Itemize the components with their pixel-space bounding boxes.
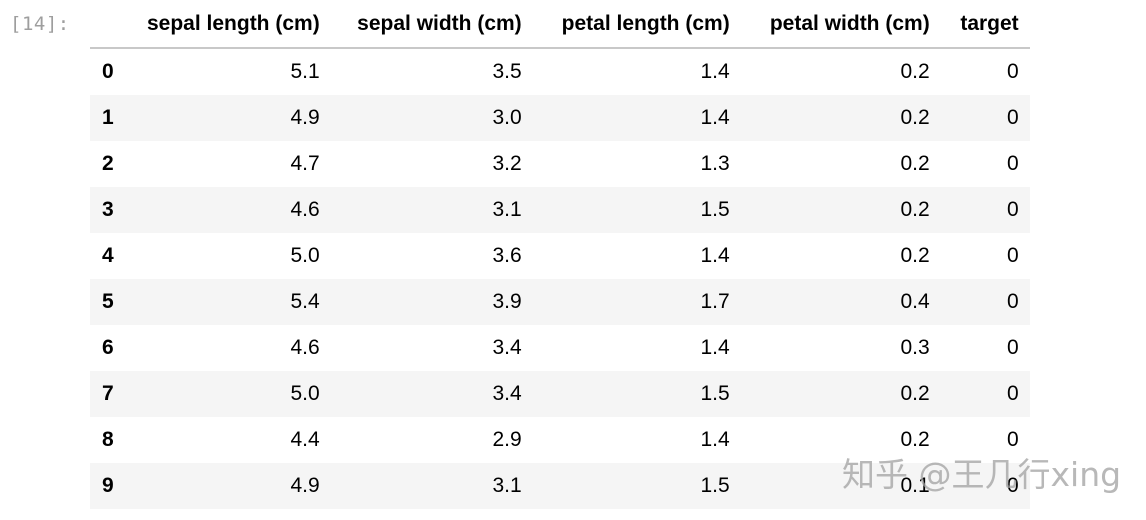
cell-petal-length: 1.4 bbox=[700, 336, 730, 359]
column-header-petal-length: petal length (cm) bbox=[532, 0, 741, 49]
cell-petal-length: 1.5 bbox=[700, 474, 730, 497]
cell-sepal-length: 5.1 bbox=[290, 60, 320, 83]
cell-sepal-width: 3.1 bbox=[492, 474, 522, 497]
column-header-sepal-width: sepal width (cm) bbox=[330, 0, 533, 49]
cell-target: 0 bbox=[1007, 336, 1019, 359]
column-header-target: target bbox=[940, 0, 1030, 49]
table-row: 5 5.4 3.9 1.7 0.4 0 bbox=[90, 279, 1030, 325]
cell-output: sepal length (cm) sepal width (cm) petal… bbox=[90, 0, 1030, 509]
table-body: 0 5.1 3.5 1.4 0.2 0 1 4.9 3.0 1.4 0.2 0 2 4.7 3.2 1.3 0.… bbox=[90, 48, 1030, 509]
cell-sepal-length: 5.4 bbox=[290, 290, 320, 313]
cell-target: 0 bbox=[1007, 152, 1019, 175]
cell-sepal-width: 3.0 bbox=[492, 106, 522, 129]
cell-petal-length: 1.4 bbox=[700, 428, 730, 451]
cell-target: 0 bbox=[1007, 428, 1019, 451]
cell-petal-length: 1.5 bbox=[700, 382, 730, 405]
cell-petal-width: 0.1 bbox=[900, 474, 930, 497]
index-header bbox=[90, 0, 125, 49]
cell-sepal-length: 4.9 bbox=[290, 474, 320, 497]
cell-target: 0 bbox=[1007, 60, 1019, 83]
cell-petal-width: 0.2 bbox=[900, 106, 930, 129]
row-index: 1 bbox=[102, 106, 114, 129]
dataframe-table: sepal length (cm) sepal width (cm) petal… bbox=[90, 0, 1030, 509]
cell-petal-width: 0.2 bbox=[900, 60, 930, 83]
cell-sepal-width: 3.9 bbox=[492, 290, 522, 313]
cell-target: 0 bbox=[1007, 198, 1019, 221]
row-index: 4 bbox=[102, 244, 114, 267]
cell-sepal-length: 5.0 bbox=[290, 382, 320, 405]
cell-petal-width: 0.2 bbox=[900, 152, 930, 175]
table-row: 4 5.0 3.6 1.4 0.2 0 bbox=[90, 233, 1030, 279]
row-index: 6 bbox=[102, 336, 114, 359]
cell-target: 0 bbox=[1007, 106, 1019, 129]
row-index: 3 bbox=[102, 198, 114, 221]
cell-sepal-length: 4.9 bbox=[290, 106, 320, 129]
cell-petal-length: 1.4 bbox=[700, 106, 730, 129]
row-index: 0 bbox=[102, 60, 114, 83]
row-index: 8 bbox=[102, 428, 114, 451]
table-row: 0 5.1 3.5 1.4 0.2 0 bbox=[90, 48, 1030, 95]
table-row: 2 4.7 3.2 1.3 0.2 0 bbox=[90, 141, 1030, 187]
cell-petal-length: 1.7 bbox=[700, 290, 730, 313]
cell-sepal-length: 4.7 bbox=[290, 152, 320, 175]
cell-petal-width: 0.4 bbox=[900, 290, 930, 313]
header-row: sepal length (cm) sepal width (cm) petal… bbox=[90, 0, 1030, 49]
table-row: 6 4.6 3.4 1.4 0.3 0 bbox=[90, 325, 1030, 371]
cell-execution-count: [14]: bbox=[10, 13, 70, 35]
cell-target: 0 bbox=[1007, 290, 1019, 313]
row-index: 7 bbox=[102, 382, 114, 405]
cell-target: 0 bbox=[1007, 244, 1019, 267]
cell-sepal-width: 3.2 bbox=[492, 152, 522, 175]
row-index: 9 bbox=[102, 474, 114, 497]
table-row: 9 4.9 3.1 1.5 0.1 0 bbox=[90, 463, 1030, 509]
cell-petal-width: 0.3 bbox=[900, 336, 930, 359]
cell-sepal-width: 3.6 bbox=[492, 244, 522, 267]
cell-sepal-width: 3.4 bbox=[492, 382, 522, 405]
column-header-petal-width: petal width (cm) bbox=[740, 0, 941, 49]
cell-sepal-width: 3.5 bbox=[492, 60, 522, 83]
table-row: 3 4.6 3.1 1.5 0.2 0 bbox=[90, 187, 1030, 233]
cell-target: 0 bbox=[1007, 474, 1019, 497]
row-index: 5 bbox=[102, 290, 114, 313]
cell-petal-length: 1.3 bbox=[700, 152, 730, 175]
cell-petal-length: 1.5 bbox=[700, 198, 730, 221]
column-header-sepal-length: sepal length (cm) bbox=[124, 0, 331, 49]
table-row: 1 4.9 3.0 1.4 0.2 0 bbox=[90, 95, 1030, 141]
table-header: sepal length (cm) sepal width (cm) petal… bbox=[90, 0, 1030, 49]
cell-sepal-width: 3.4 bbox=[492, 336, 522, 359]
cell-sepal-width: 3.1 bbox=[492, 198, 522, 221]
cell-petal-width: 0.2 bbox=[900, 198, 930, 221]
cell-petal-width: 0.2 bbox=[900, 428, 930, 451]
cell-sepal-width: 2.9 bbox=[492, 428, 522, 451]
table-row: 7 5.0 3.4 1.5 0.2 0 bbox=[90, 371, 1030, 417]
cell-petal-width: 0.2 bbox=[900, 244, 930, 267]
cell-petal-width: 0.2 bbox=[900, 382, 930, 405]
cell-target: 0 bbox=[1007, 382, 1019, 405]
cell-sepal-length: 4.6 bbox=[290, 336, 320, 359]
cell-sepal-length: 4.4 bbox=[290, 428, 320, 451]
table-row: 8 4.4 2.9 1.4 0.2 0 bbox=[90, 417, 1030, 463]
cell-sepal-length: 5.0 bbox=[290, 244, 320, 267]
cell-petal-length: 1.4 bbox=[700, 60, 730, 83]
cell-sepal-length: 4.6 bbox=[290, 198, 320, 221]
cell-petal-length: 1.4 bbox=[700, 244, 730, 267]
row-index: 2 bbox=[102, 152, 114, 175]
